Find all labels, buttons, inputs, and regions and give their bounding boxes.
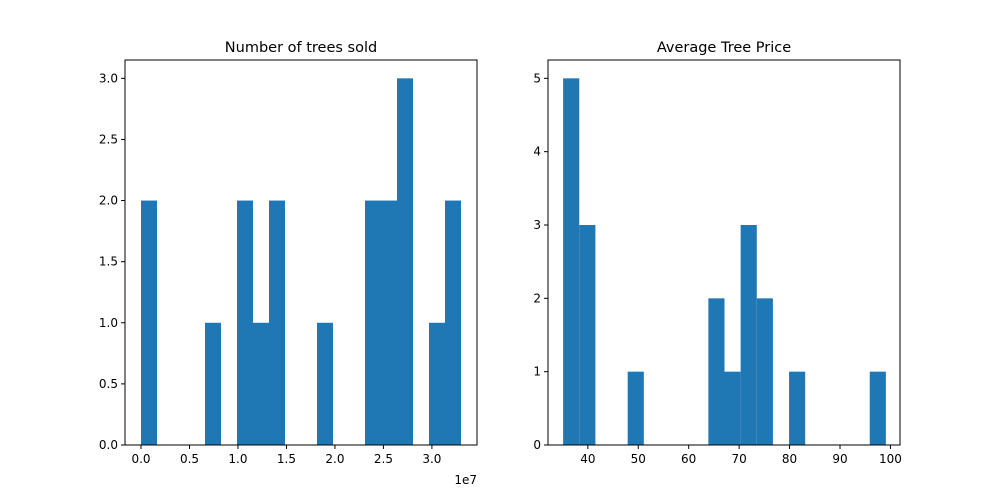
y-tick-label: 3 <box>533 218 541 232</box>
histogram-bar <box>740 225 757 445</box>
histogram-bar <box>789 371 806 445</box>
y-tick-label: 0 <box>533 438 541 452</box>
x-tick-label: 3.0 <box>422 452 441 466</box>
bars-group <box>563 78 886 445</box>
x-tick-label: 90 <box>832 452 847 466</box>
x-tick-label: 50 <box>631 452 646 466</box>
ticks-group: 40 50 60 70 80 90 100 0 1 2 3 4 5 <box>533 71 902 466</box>
plot-frame <box>124 59 478 446</box>
y-tick-label: 0.0 <box>99 438 118 452</box>
y-tick-label: 1 <box>533 365 541 379</box>
y-tick-label: 2.5 <box>99 132 118 146</box>
x-tick-label: 80 <box>782 452 797 466</box>
histogram-bar <box>724 371 741 445</box>
chart-title: Average Tree Price <box>657 40 791 56</box>
plot-frame <box>547 59 901 446</box>
bars-group <box>141 78 461 445</box>
histogram-bar <box>237 200 253 445</box>
x-tick-label: 60 <box>681 452 696 466</box>
chart-title: Number of trees sold <box>225 40 377 56</box>
histogram-bar <box>205 322 221 445</box>
y-tick-label: 2.0 <box>99 194 118 208</box>
x-tick-label: 1.5 <box>277 452 296 466</box>
histogram-bar <box>708 298 725 445</box>
x-tick-label: 100 <box>879 452 902 466</box>
x-tick-label: 40 <box>580 452 595 466</box>
x-tick-label: 2.5 <box>374 452 393 466</box>
histogram-bar <box>365 200 381 445</box>
x-axis-offset-text: 1e7 <box>454 473 477 487</box>
histogram-average-price: Average Tree Price 40 50 60 70 80 90 100 0 1 2 3 4 5 <box>533 40 902 466</box>
histogram-bar <box>429 322 445 445</box>
x-tick-label: 1.0 <box>228 452 247 466</box>
histogram-bar <box>579 225 596 445</box>
histogram-bar <box>397 78 413 445</box>
x-tick-label: 2.0 <box>325 452 344 466</box>
y-tick-label: 4 <box>533 145 541 159</box>
x-tick-label: 0.0 <box>131 452 150 466</box>
histogram-bar <box>563 78 580 445</box>
histogram-bar <box>381 200 397 445</box>
histogram-bar <box>756 298 773 445</box>
histogram-bar <box>869 371 886 445</box>
x-tick-label: 0.5 <box>180 452 199 466</box>
ticks-group: 0.0 0.5 1.0 1.5 2.0 2.5 3.0 0.0 0.5 1.0 1.5 2.0 2.5 3… <box>99 71 442 466</box>
histogram-bar <box>141 200 157 445</box>
histogram-bar <box>269 200 285 445</box>
x-tick-label: 70 <box>731 452 746 466</box>
y-tick-label: 5 <box>533 71 541 85</box>
histogram-bar <box>253 322 269 445</box>
histogram-bar <box>627 371 644 445</box>
y-tick-label: 3.0 <box>99 71 118 85</box>
y-tick-label: 0.5 <box>99 377 118 391</box>
y-tick-label: 1.0 <box>99 316 118 330</box>
histogram-bar <box>317 322 333 445</box>
y-tick-label: 1.5 <box>99 255 118 269</box>
histogram-bar <box>445 200 461 445</box>
histogram-trees-sold: Number of trees sold 0.0 0.5 1.0 1.5 2.0 2.5 3… <box>99 40 478 487</box>
y-tick-label: 2 <box>533 291 541 305</box>
